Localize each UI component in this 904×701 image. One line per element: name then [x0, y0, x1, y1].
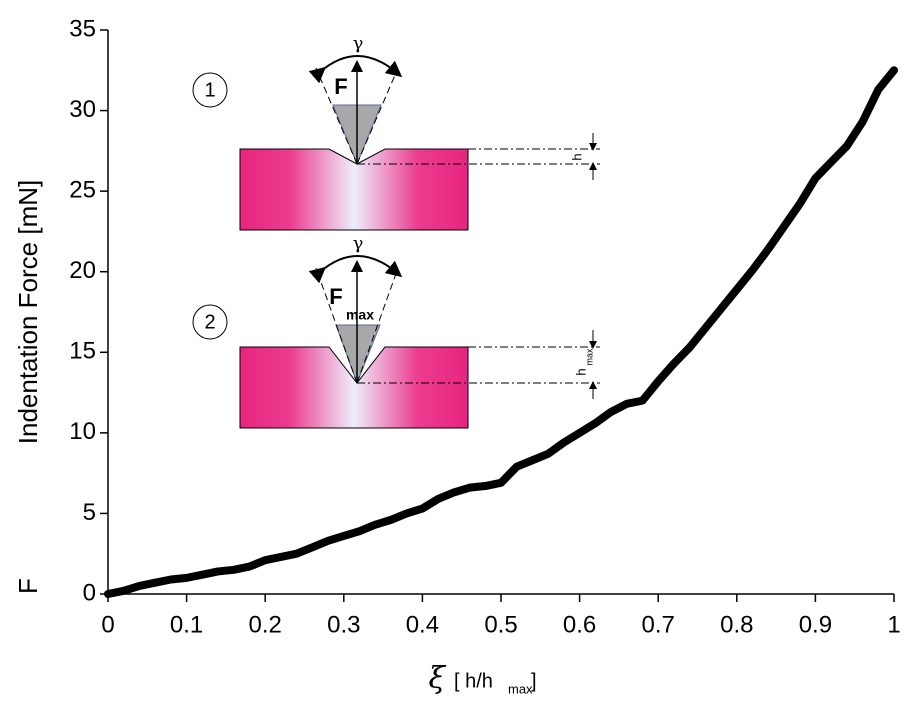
angle-arc — [320, 56, 396, 72]
force-label: F — [329, 284, 342, 309]
y-tick-label: 5 — [83, 499, 96, 526]
x-axis-label: [ h/h — [454, 670, 493, 692]
x-axis-symbol: ξ — [428, 661, 446, 696]
y-tick-label: 35 — [69, 15, 96, 42]
specimen — [240, 149, 468, 230]
x-tick-label: 0.8 — [720, 611, 753, 638]
inset-diagram: 1 γ F h 2 γ F max h max — [193, 33, 600, 428]
angle-label: γ — [353, 233, 364, 254]
x-tick-label: 0.2 — [249, 611, 282, 638]
x-tick-label: 0.3 — [327, 611, 360, 638]
depth-label: h — [573, 368, 588, 375]
x-tick-label: 0.9 — [799, 611, 832, 638]
y-tick-label: 15 — [69, 338, 96, 365]
x-tick-label: 0.1 — [170, 611, 203, 638]
angle-arc — [320, 256, 396, 272]
y-tick-label: 10 — [69, 418, 96, 445]
depth-subscript: max — [584, 348, 594, 366]
y-tick-label: 0 — [83, 579, 96, 606]
force-label: F — [334, 74, 347, 99]
x-tick-label: 0.6 — [563, 611, 596, 638]
x-tick-label: 0 — [101, 611, 114, 638]
y-tick-label: 25 — [69, 176, 96, 203]
x-tick-label: 0.4 — [406, 611, 439, 638]
y-axis-symbol: F — [13, 578, 43, 594]
chart: 1 γ F h 2 γ F max h max F Indentation Fo… — [0, 0, 904, 696]
step-label: 2 — [204, 311, 215, 333]
x-tick-label: 0.5 — [484, 611, 517, 638]
angle-label: γ — [353, 33, 364, 54]
y-axis-label: Indentation Force [mN] — [13, 180, 43, 444]
y-tick-label: 30 — [69, 96, 96, 123]
x-axis-bracket: ] — [531, 670, 537, 692]
y-tick-label: 20 — [69, 257, 96, 284]
step-label: 1 — [204, 79, 215, 101]
depth-label: h — [569, 153, 584, 160]
x-tick-label: 1 — [887, 611, 900, 638]
x-tick-label: 0.7 — [642, 611, 675, 638]
x-axis-subscript: max — [508, 681, 533, 696]
force-subscript: max — [346, 307, 374, 323]
